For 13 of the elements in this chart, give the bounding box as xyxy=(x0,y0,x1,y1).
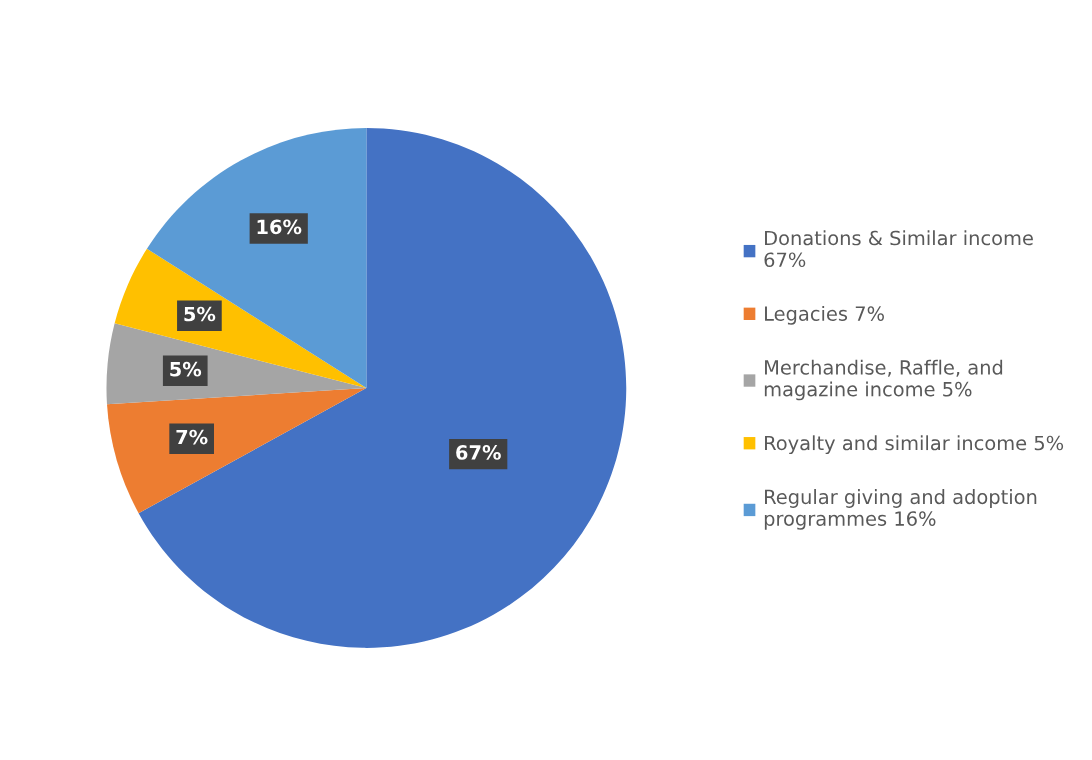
data-label: 5% xyxy=(184,306,216,322)
legend-label: Donations & Similar income 67% xyxy=(764,230,1033,268)
data-label: 5% xyxy=(170,361,202,377)
legend-label: Regular giving and adoption programmes 16% xyxy=(764,489,1037,530)
data-label: 7% xyxy=(176,429,208,445)
data-label: 67% xyxy=(456,445,501,460)
legend-label: Merchandise, Raffle, and magazine income 5% xyxy=(764,359,1003,401)
data-label: 16% xyxy=(257,219,302,235)
pie-slice xyxy=(146,128,367,388)
legend-label: Royalty and similar income 5% xyxy=(765,435,1064,455)
pie-slice xyxy=(138,128,627,648)
legend-label: Legacies 7% xyxy=(765,305,884,325)
pie-slice xyxy=(106,387,367,514)
